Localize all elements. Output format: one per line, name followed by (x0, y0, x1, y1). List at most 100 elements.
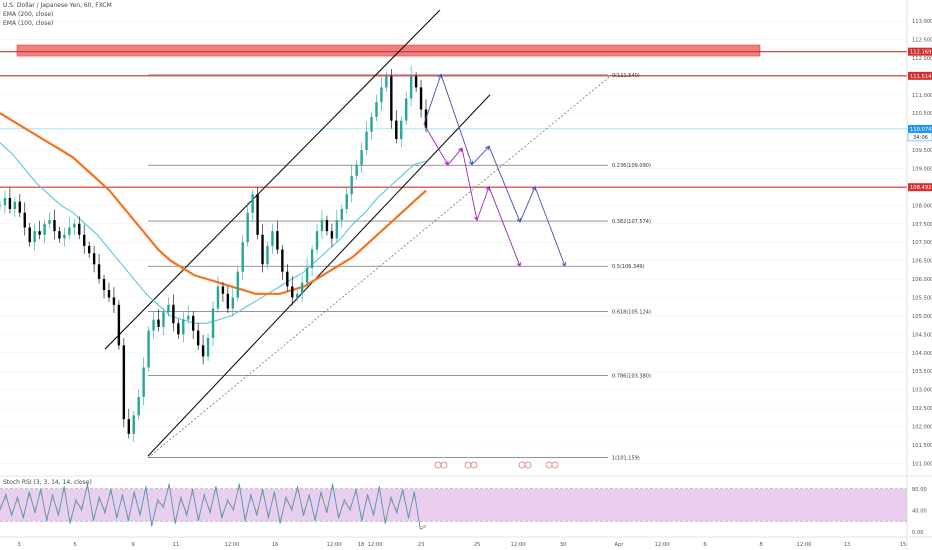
fib-label: 0.618(105.124) (612, 309, 651, 315)
purple-projection-arrow (444, 160, 449, 166)
price-tick: 102.500 (912, 406, 932, 412)
time-tick: 3 (17, 542, 20, 548)
countdown-bg (907, 132, 932, 142)
candle-body (355, 164, 358, 176)
candle-body (147, 330, 150, 368)
grid (0, 20, 907, 464)
candle-body (211, 308, 215, 339)
candle-body (28, 227, 31, 243)
price-tick: 108.000 (912, 203, 932, 209)
candle-body (87, 245, 91, 254)
dotted-trendline (147, 76, 611, 459)
ema200-legend: EMA (200, close) (3, 11, 54, 18)
candle-body (276, 231, 279, 250)
price-tick: 103.000 (912, 388, 932, 394)
blue-projection (423, 73, 566, 267)
event-icon (434, 461, 442, 469)
candle-body (102, 279, 106, 291)
candle-body (172, 304, 175, 324)
time-tick: 11 (173, 542, 180, 548)
event-icon (464, 461, 472, 469)
fib-label: 1(101.159) (612, 455, 640, 461)
event-icons (434, 461, 559, 469)
candle-body (187, 315, 190, 320)
price-tick: 109.500 (912, 148, 932, 154)
fib-label: 0(111.540) (612, 73, 640, 79)
price-tick: 112.000 (912, 56, 932, 62)
candle-body (63, 234, 66, 239)
candle-body (246, 212, 249, 243)
candle-body (251, 194, 254, 213)
candle-body (92, 253, 96, 265)
candle-body (291, 286, 294, 298)
time-tick: 9 (131, 542, 134, 548)
price-tick: 111.000 (912, 93, 932, 99)
event-icon (470, 461, 478, 469)
price-label-bg (908, 47, 932, 56)
candle-body (68, 227, 71, 235)
rsi-k-line (0, 483, 427, 530)
candle-body (78, 223, 81, 235)
ema200-line (0, 112, 427, 295)
rsi-tick: 0.00 (912, 530, 924, 536)
candle-body (360, 150, 363, 165)
fib-label: 0.382(107.574) (612, 219, 651, 225)
candle-body (370, 116, 373, 132)
blue-projection-arrow (561, 262, 566, 268)
time-tick: Apr (615, 542, 625, 548)
price-label-bg (908, 124, 932, 133)
rsi-tick: 80.00 (912, 487, 927, 493)
blue-projection-arrow (485, 145, 490, 151)
candle-body (201, 345, 205, 357)
candle-body (38, 231, 41, 235)
candle-body (18, 201, 22, 213)
event-icon (518, 461, 526, 469)
price-tick: 104.500 (912, 332, 932, 338)
blue-projection-arrow (516, 217, 521, 223)
purple-projection-arrow (516, 262, 521, 268)
price-tick: 106.000 (912, 277, 932, 283)
price-tick: 107.000 (912, 240, 932, 246)
price-tick: 105.000 (912, 314, 932, 320)
candle-body (122, 345, 126, 420)
candle-body (73, 223, 76, 228)
candle-body (221, 286, 225, 294)
purple-projection-arrow (458, 147, 463, 153)
price-tick: 104.000 (912, 351, 932, 357)
time-tick: 12:00 (655, 542, 670, 548)
candle-body (266, 245, 269, 265)
purple-projection (423, 123, 521, 267)
candle-body (380, 87, 383, 103)
candle-body (350, 175, 353, 195)
candle-body (162, 312, 165, 327)
candle-body (256, 194, 259, 235)
price-tick: 109.000 (912, 166, 932, 172)
candle-body (385, 76, 388, 88)
candle-body (43, 223, 46, 235)
time-axis: 3 5 9 11 12:00 16 12:00 18 12:00 23 25 12:00 30 Apr 12… (0, 536, 932, 548)
candle-body (261, 234, 264, 265)
candle-body (117, 304, 121, 346)
candle-body (375, 102, 378, 117)
time-tick: 8 (759, 542, 762, 548)
candle-body (231, 297, 235, 309)
candle-body (177, 323, 180, 335)
time-tick: 6 (703, 542, 706, 548)
price-label-bg (908, 183, 932, 192)
fib-label: 0.5(106.349) (612, 264, 645, 270)
candle-body (305, 267, 309, 283)
fib-label: 0.786(103.380) (612, 374, 651, 380)
candle-body (330, 231, 334, 239)
candle-body (3, 197, 7, 206)
candle-body (196, 330, 200, 346)
candle-body (132, 415, 135, 434)
candle-body (409, 76, 413, 99)
candle-body (152, 319, 155, 331)
blue-projection-arrow (531, 186, 536, 191)
candle-body (315, 231, 319, 250)
candle-body (400, 120, 403, 139)
candle-body (226, 293, 230, 309)
blue-projection-arrow (437, 73, 443, 79)
candle-body (167, 304, 170, 313)
